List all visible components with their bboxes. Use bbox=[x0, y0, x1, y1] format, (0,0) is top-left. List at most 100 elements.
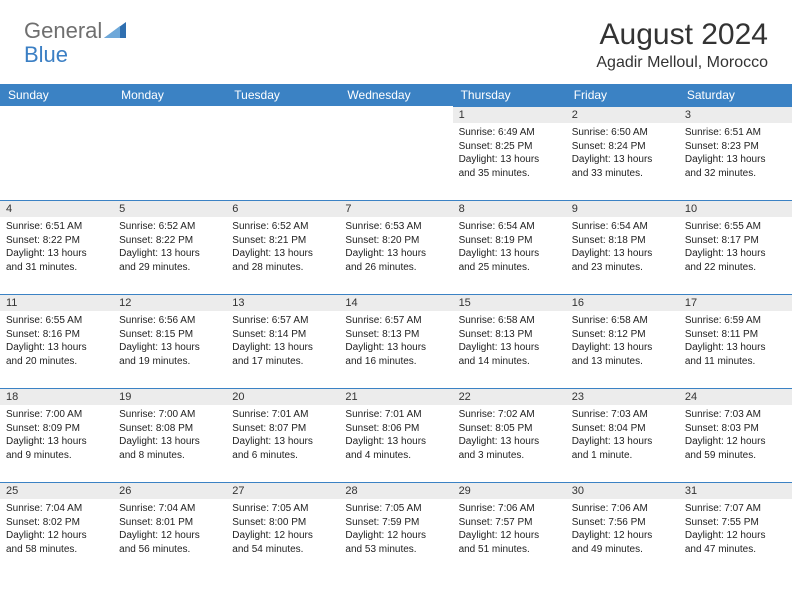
day-line: Sunrise: 6:51 AM bbox=[6, 220, 107, 234]
day-line: Sunrise: 7:05 AM bbox=[232, 502, 333, 516]
day-number: 4 bbox=[0, 200, 113, 217]
day-content: Sunrise: 7:04 AMSunset: 8:02 PMDaylight:… bbox=[0, 499, 113, 559]
day-number: 15 bbox=[453, 294, 566, 311]
calendar-day-cell: 18Sunrise: 7:00 AMSunset: 8:09 PMDayligh… bbox=[0, 388, 113, 482]
calendar-day-cell: 6Sunrise: 6:52 AMSunset: 8:21 PMDaylight… bbox=[226, 200, 339, 294]
day-line: Daylight: 13 hours bbox=[345, 247, 446, 261]
calendar-day-cell: . bbox=[0, 106, 113, 200]
day-line: Daylight: 13 hours bbox=[6, 341, 107, 355]
day-line: Sunset: 7:57 PM bbox=[459, 516, 560, 530]
day-content: Sunrise: 6:54 AMSunset: 8:18 PMDaylight:… bbox=[566, 217, 679, 277]
day-line: and 47 minutes. bbox=[685, 543, 786, 557]
day-line: Daylight: 13 hours bbox=[459, 247, 560, 261]
calendar-day-cell: . bbox=[113, 106, 226, 200]
calendar-day-cell: 13Sunrise: 6:57 AMSunset: 8:14 PMDayligh… bbox=[226, 294, 339, 388]
calendar-day-cell: 10Sunrise: 6:55 AMSunset: 8:17 PMDayligh… bbox=[679, 200, 792, 294]
day-content bbox=[113, 123, 226, 129]
day-line: Sunset: 8:25 PM bbox=[459, 140, 560, 154]
calendar-day-cell: 3Sunrise: 6:51 AMSunset: 8:23 PMDaylight… bbox=[679, 106, 792, 200]
calendar-day-cell: 14Sunrise: 6:57 AMSunset: 8:13 PMDayligh… bbox=[339, 294, 452, 388]
day-line: Daylight: 13 hours bbox=[685, 247, 786, 261]
calendar-day-cell: 15Sunrise: 6:58 AMSunset: 8:13 PMDayligh… bbox=[453, 294, 566, 388]
day-line: Daylight: 13 hours bbox=[572, 341, 673, 355]
calendar-day-cell: 31Sunrise: 7:07 AMSunset: 7:55 PMDayligh… bbox=[679, 482, 792, 576]
day-line: Sunset: 8:21 PM bbox=[232, 234, 333, 248]
day-line: Sunset: 8:15 PM bbox=[119, 328, 220, 342]
day-line: Sunset: 8:02 PM bbox=[6, 516, 107, 530]
day-line: Sunrise: 6:55 AM bbox=[6, 314, 107, 328]
weekday-header: Thursday bbox=[453, 84, 566, 106]
day-line: and 49 minutes. bbox=[572, 543, 673, 557]
day-line: and 13 minutes. bbox=[572, 355, 673, 369]
calendar-day-cell: 21Sunrise: 7:01 AMSunset: 8:06 PMDayligh… bbox=[339, 388, 452, 482]
day-content: Sunrise: 7:05 AMSunset: 7:59 PMDaylight:… bbox=[339, 499, 452, 559]
day-line: Sunset: 8:13 PM bbox=[459, 328, 560, 342]
day-line: Sunset: 8:11 PM bbox=[685, 328, 786, 342]
day-line: and 51 minutes. bbox=[459, 543, 560, 557]
day-line: Daylight: 13 hours bbox=[119, 435, 220, 449]
day-line: Sunrise: 6:49 AM bbox=[459, 126, 560, 140]
day-line: Sunrise: 6:56 AM bbox=[119, 314, 220, 328]
calendar-day-cell: 29Sunrise: 7:06 AMSunset: 7:57 PMDayligh… bbox=[453, 482, 566, 576]
day-content: Sunrise: 7:02 AMSunset: 8:05 PMDaylight:… bbox=[453, 405, 566, 465]
day-line: Daylight: 13 hours bbox=[232, 341, 333, 355]
calendar-day-cell: . bbox=[339, 106, 452, 200]
day-line: Daylight: 13 hours bbox=[6, 435, 107, 449]
day-line: Daylight: 13 hours bbox=[572, 153, 673, 167]
day-line: and 29 minutes. bbox=[119, 261, 220, 275]
day-line: and 4 minutes. bbox=[345, 449, 446, 463]
day-number: 31 bbox=[679, 482, 792, 499]
day-line: Sunset: 8:06 PM bbox=[345, 422, 446, 436]
day-number: 12 bbox=[113, 294, 226, 311]
day-line: Daylight: 13 hours bbox=[572, 247, 673, 261]
day-content: Sunrise: 7:01 AMSunset: 8:07 PMDaylight:… bbox=[226, 405, 339, 465]
calendar-day-cell: . bbox=[226, 106, 339, 200]
day-line: Sunset: 7:59 PM bbox=[345, 516, 446, 530]
day-line: and 28 minutes. bbox=[232, 261, 333, 275]
calendar-day-cell: 25Sunrise: 7:04 AMSunset: 8:02 PMDayligh… bbox=[0, 482, 113, 576]
day-content: Sunrise: 6:52 AMSunset: 8:21 PMDaylight:… bbox=[226, 217, 339, 277]
day-number: 28 bbox=[339, 482, 452, 499]
day-line: Sunrise: 6:58 AM bbox=[572, 314, 673, 328]
day-line: and 17 minutes. bbox=[232, 355, 333, 369]
day-number: 27 bbox=[226, 482, 339, 499]
day-line: Sunrise: 6:57 AM bbox=[232, 314, 333, 328]
day-number: 11 bbox=[0, 294, 113, 311]
day-line: Sunrise: 6:52 AM bbox=[119, 220, 220, 234]
day-line: and 25 minutes. bbox=[459, 261, 560, 275]
day-line: Sunset: 8:00 PM bbox=[232, 516, 333, 530]
day-content: Sunrise: 6:55 AMSunset: 8:16 PMDaylight:… bbox=[0, 311, 113, 371]
day-number: 20 bbox=[226, 388, 339, 405]
day-line: Daylight: 13 hours bbox=[459, 153, 560, 167]
day-content bbox=[339, 123, 452, 129]
day-line: Sunset: 8:01 PM bbox=[119, 516, 220, 530]
day-number: 2 bbox=[566, 106, 679, 123]
day-line: Daylight: 12 hours bbox=[6, 529, 107, 543]
day-line: Daylight: 12 hours bbox=[685, 435, 786, 449]
day-line: Sunrise: 6:53 AM bbox=[345, 220, 446, 234]
day-number: 23 bbox=[566, 388, 679, 405]
calendar-day-cell: 19Sunrise: 7:00 AMSunset: 8:08 PMDayligh… bbox=[113, 388, 226, 482]
calendar-day-cell: 28Sunrise: 7:05 AMSunset: 7:59 PMDayligh… bbox=[339, 482, 452, 576]
day-line: and 8 minutes. bbox=[119, 449, 220, 463]
day-line: Sunrise: 7:07 AM bbox=[685, 502, 786, 516]
day-line: and 59 minutes. bbox=[685, 449, 786, 463]
weekday-header: Friday bbox=[566, 84, 679, 106]
day-line: Sunrise: 7:04 AM bbox=[119, 502, 220, 516]
day-line: and 33 minutes. bbox=[572, 167, 673, 181]
day-content: Sunrise: 7:00 AMSunset: 8:09 PMDaylight:… bbox=[0, 405, 113, 465]
day-line: Daylight: 13 hours bbox=[119, 247, 220, 261]
day-line: Daylight: 12 hours bbox=[345, 529, 446, 543]
day-line: Daylight: 13 hours bbox=[232, 247, 333, 261]
day-content: Sunrise: 6:57 AMSunset: 8:14 PMDaylight:… bbox=[226, 311, 339, 371]
day-line: and 22 minutes. bbox=[685, 261, 786, 275]
day-line: Sunrise: 7:00 AM bbox=[119, 408, 220, 422]
day-line: Sunset: 8:19 PM bbox=[459, 234, 560, 248]
day-line: Sunrise: 7:05 AM bbox=[345, 502, 446, 516]
day-line: Sunset: 7:55 PM bbox=[685, 516, 786, 530]
day-line: Sunset: 8:04 PM bbox=[572, 422, 673, 436]
calendar-day-cell: 30Sunrise: 7:06 AMSunset: 7:56 PMDayligh… bbox=[566, 482, 679, 576]
day-content: Sunrise: 6:50 AMSunset: 8:24 PMDaylight:… bbox=[566, 123, 679, 183]
day-line: and 58 minutes. bbox=[6, 543, 107, 557]
day-number: 21 bbox=[339, 388, 452, 405]
